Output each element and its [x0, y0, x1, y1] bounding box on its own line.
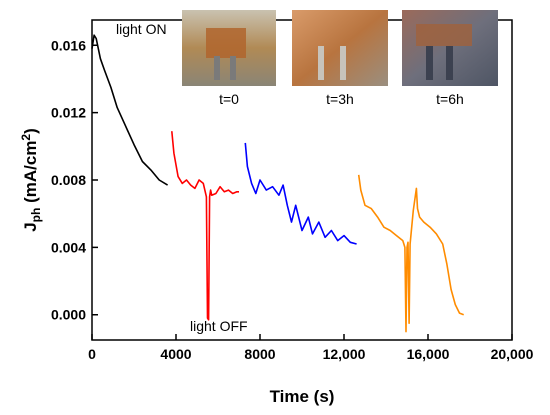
x-axis-title: Time (s) — [270, 387, 335, 406]
y-tick-label: 0.000 — [51, 307, 86, 323]
annotation-light-on: light ON — [116, 21, 167, 37]
series-line-4 — [357, 174, 464, 333]
photo-t3h-label: t=3h — [326, 91, 354, 107]
y-tick-label: 0.016 — [51, 37, 86, 53]
photo-t6h-electrode-1 — [426, 46, 433, 80]
y-tick-label: 0.004 — [51, 239, 86, 255]
x-tick-label: 0 — [88, 346, 96, 362]
photo-t0-electrode-1 — [214, 56, 220, 80]
x-tick-label: 8000 — [244, 346, 275, 362]
y-axis-title-close: ) — [21, 128, 40, 134]
y-axis-ticks: 0.000 0.004 0.008 0.012 0.016 — [51, 37, 98, 323]
x-tick-label: 20,000 — [491, 346, 534, 362]
series-line-2 — [171, 131, 239, 321]
series-line-1 — [91, 34, 169, 186]
y-axis-title-sub: ph — [29, 208, 43, 223]
series-layer — [91, 34, 464, 333]
y-tick-label: 0.012 — [51, 105, 86, 121]
photo-t6h-electrode-2 — [446, 46, 453, 80]
x-tick-label: 12,000 — [323, 346, 366, 362]
photo-t6h: t=6h — [402, 10, 498, 107]
photo-t0-electrode-2 — [230, 56, 236, 80]
photo-t3h: t=3h — [292, 10, 388, 107]
x-tick-label: 16,000 — [407, 346, 450, 362]
annotation-light-off: light OFF — [190, 318, 248, 334]
y-axis-title-sup: 2 — [19, 134, 33, 141]
photo-t6h-cell — [416, 24, 472, 46]
photo-t0: t=0 — [182, 10, 276, 107]
series-line-3 — [244, 142, 357, 245]
y-axis-title: Jph (mA/cm2) — [19, 128, 43, 232]
x-tick-label: 4000 — [160, 346, 191, 362]
y-axis-title-unit: (mA/cm — [21, 141, 40, 208]
photo-t3h-electrode-2 — [340, 46, 346, 80]
y-tick-label: 0.008 — [51, 172, 86, 188]
photo-t0-label: t=0 — [219, 91, 239, 107]
photo-t0-cell — [206, 28, 246, 58]
y-axis-title-main: J — [21, 222, 40, 231]
x-axis-ticks: 0 4000 8000 12,000 16,000 20,000 — [88, 334, 534, 362]
photo-t6h-label: t=6h — [436, 91, 464, 107]
photo-t3h-electrode-1 — [318, 46, 324, 80]
